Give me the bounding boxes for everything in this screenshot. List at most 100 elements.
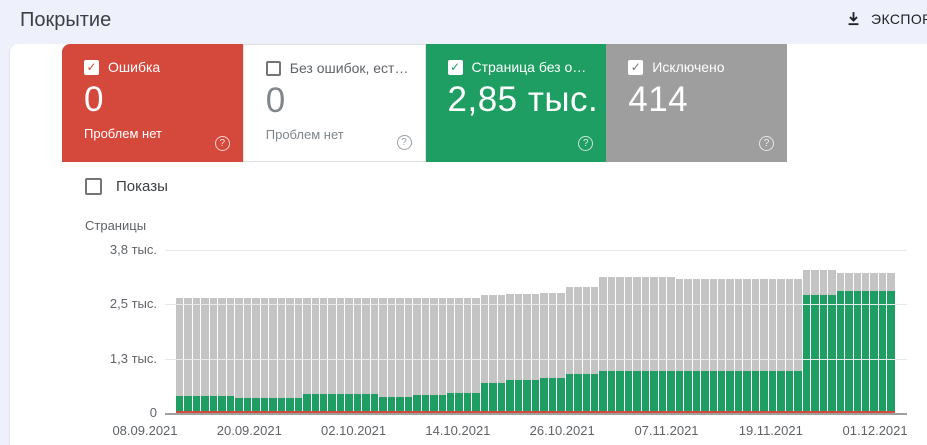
chart-bar[interactable] (794, 250, 802, 413)
chart-bar[interactable] (421, 250, 430, 413)
chart-bar[interactable] (870, 250, 878, 413)
chart-bar[interactable] (514, 250, 523, 413)
chart-bar[interactable] (328, 250, 336, 413)
chart-bar[interactable] (607, 250, 616, 413)
chart-bar[interactable] (845, 250, 853, 413)
chart-bar[interactable] (353, 250, 362, 413)
chart-bar[interactable] (497, 250, 506, 413)
chart-bar[interactable] (319, 250, 328, 413)
chart-bar[interactable] (252, 250, 260, 413)
export-button[interactable]: ЭКСПОР (845, 10, 927, 27)
chart-bar[interactable] (709, 250, 717, 413)
chart-bar[interactable] (828, 250, 836, 413)
chart-bar[interactable] (675, 250, 684, 413)
chart-bar[interactable] (743, 250, 751, 413)
chart-bar[interactable] (226, 250, 235, 413)
checkbox-error[interactable]: ✓ (84, 59, 99, 75)
impressions-toggle[interactable]: Показы (85, 178, 168, 195)
chart-bar[interactable] (235, 250, 243, 413)
chart-bar[interactable] (658, 250, 667, 413)
chart-bar[interactable] (260, 250, 269, 413)
chart-bar[interactable] (201, 250, 209, 413)
chart-bar[interactable] (345, 250, 353, 413)
help-icon[interactable]: ? (396, 135, 412, 150)
chart-bar[interactable] (574, 250, 582, 413)
chart-bar[interactable] (430, 250, 438, 413)
checkbox-valid[interactable]: ✓ (447, 59, 463, 75)
chart-bar[interactable] (311, 250, 319, 413)
chart-bar[interactable] (286, 250, 294, 413)
chart-bar[interactable] (624, 250, 633, 413)
card-valid[interactable]: ✓ Страница без о… 2,85 тыс. ? (425, 44, 607, 162)
chart-bar[interactable] (616, 250, 624, 413)
chart-bar[interactable] (641, 250, 650, 413)
chart-bar[interactable] (489, 250, 497, 413)
chart-bar[interactable] (480, 250, 489, 413)
help-icon[interactable]: ? (214, 136, 230, 151)
chart-bar[interactable] (370, 250, 379, 413)
chart-bar[interactable] (463, 250, 472, 413)
chart-bar[interactable] (819, 250, 828, 413)
chart-bar[interactable] (785, 250, 794, 413)
chart-bar[interactable] (853, 250, 861, 413)
chart-bar[interactable] (718, 250, 726, 413)
chart-bar[interactable] (404, 250, 413, 413)
card-valid-with-warnings[interactable]: Без ошибок, ест… 0 Проблем нет ? (242, 44, 426, 162)
chart-bar[interactable] (438, 250, 446, 413)
chart-bar[interactable] (557, 250, 565, 413)
chart-bar[interactable] (811, 250, 819, 413)
chart-bar[interactable] (447, 250, 455, 413)
chart-bar[interactable] (192, 250, 201, 413)
chart-bar[interactable] (531, 250, 540, 413)
chart-bar[interactable] (218, 250, 226, 413)
checkbox-impressions[interactable] (85, 178, 102, 195)
chart-bar[interactable] (294, 250, 303, 413)
chart-bar[interactable] (633, 250, 641, 413)
chart-bar[interactable] (548, 250, 557, 413)
chart-bar[interactable] (734, 250, 743, 413)
chart-bar[interactable] (777, 250, 785, 413)
chart-bar[interactable] (184, 250, 192, 413)
chart-bar[interactable] (701, 250, 709, 413)
help-icon[interactable]: ? (759, 136, 774, 151)
chart-bar[interactable] (878, 250, 887, 413)
card-excluded[interactable]: ✓ Исключено 414 ? (606, 44, 787, 162)
chart-bar[interactable] (540, 250, 548, 413)
chart-bar[interactable] (582, 250, 590, 413)
chart-bar[interactable] (861, 250, 870, 413)
chart-bar[interactable] (277, 250, 286, 413)
chart-bar[interactable] (387, 250, 396, 413)
chart-bar[interactable] (269, 250, 277, 413)
chart-bar[interactable] (303, 250, 311, 413)
chart-bar[interactable] (684, 250, 692, 413)
checkbox-valid-with-warnings[interactable] (265, 60, 281, 76)
chart-bar[interactable] (379, 250, 387, 413)
chart-bar[interactable] (523, 250, 531, 413)
chart-bar[interactable] (836, 250, 845, 413)
chart-bar[interactable] (887, 250, 895, 413)
chart-bar[interactable] (802, 250, 811, 413)
chart-bar[interactable] (209, 250, 218, 413)
chart-bar[interactable] (760, 250, 768, 413)
chart-bar[interactable] (472, 250, 480, 413)
chart-bar[interactable] (768, 250, 777, 413)
chart-bar[interactable] (506, 250, 514, 413)
chart-bar[interactable] (362, 250, 370, 413)
checkbox-excluded[interactable]: ✓ (628, 59, 644, 75)
chart-bar[interactable] (692, 250, 701, 413)
chart-bar[interactable] (751, 250, 760, 413)
chart-bar[interactable] (176, 250, 184, 413)
chart-bar[interactable] (599, 250, 607, 413)
chart-bar[interactable] (455, 250, 463, 413)
chart-bar[interactable] (726, 250, 734, 413)
chart-bar[interactable] (243, 250, 252, 413)
chart-bar[interactable] (590, 250, 599, 413)
help-icon[interactable]: ? (578, 136, 594, 151)
chart-bar[interactable] (396, 250, 404, 413)
chart-bar[interactable] (336, 250, 345, 413)
card-error[interactable]: ✓ Ошибка 0 Проблем нет ? (62, 44, 243, 162)
chart-bar[interactable] (565, 250, 574, 413)
chart-bar[interactable] (650, 250, 658, 413)
chart-bar[interactable] (413, 250, 421, 413)
chart-bar[interactable] (667, 250, 675, 413)
